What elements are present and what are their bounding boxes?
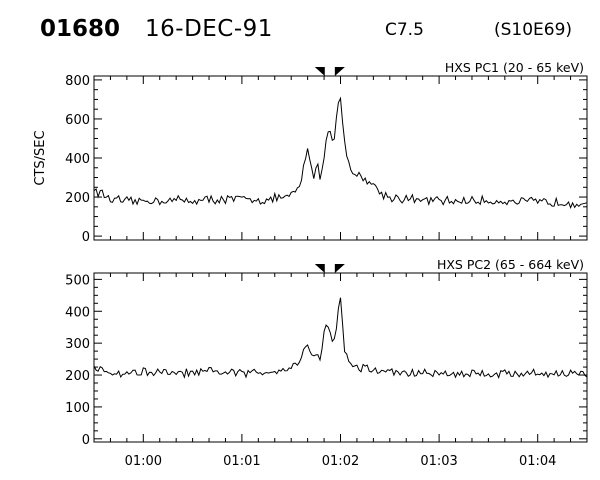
y-axis-label: CTS/SEC — [33, 130, 48, 185]
flare-id: 01680 — [40, 16, 121, 42]
interval-marker — [314, 264, 325, 273]
x-tick-label: 01:02 — [322, 454, 359, 469]
x-tick-label: 01:00 — [125, 454, 162, 469]
x-tick-label: 01:04 — [519, 454, 556, 469]
x-tick-label: 01:01 — [223, 454, 260, 469]
y-tick-label: 0 — [82, 230, 90, 245]
y-tick-label: 200 — [65, 191, 90, 206]
series-line-2 — [93, 297, 588, 380]
flare-location: (S10E69) — [494, 20, 573, 40]
goes-class: C7.5 — [385, 20, 424, 40]
flare-date: 16-DEC-91 — [145, 16, 273, 42]
x-tick-label: 01:03 — [420, 454, 457, 469]
interval-marker — [334, 67, 345, 76]
y-tick-label: 400 — [65, 305, 90, 320]
interval-marker — [314, 67, 325, 76]
series-line-1 — [93, 96, 588, 209]
y-tick-label: 100 — [65, 401, 90, 416]
y-tick-label: 600 — [65, 113, 90, 128]
y-tick-label: 400 — [65, 152, 90, 167]
y-tick-label: 0 — [82, 433, 90, 448]
y-tick-label: 200 — [65, 369, 90, 384]
y-tick-label: 800 — [65, 74, 90, 89]
chart-title-1: HXS PC1 (20 - 65 keV) — [445, 60, 584, 75]
chart-title-2: HXS PC2 (65 - 664 keV) — [437, 257, 584, 272]
y-tick-label: 500 — [65, 273, 90, 288]
interval-marker — [334, 264, 345, 273]
y-tick-label: 300 — [65, 337, 90, 352]
